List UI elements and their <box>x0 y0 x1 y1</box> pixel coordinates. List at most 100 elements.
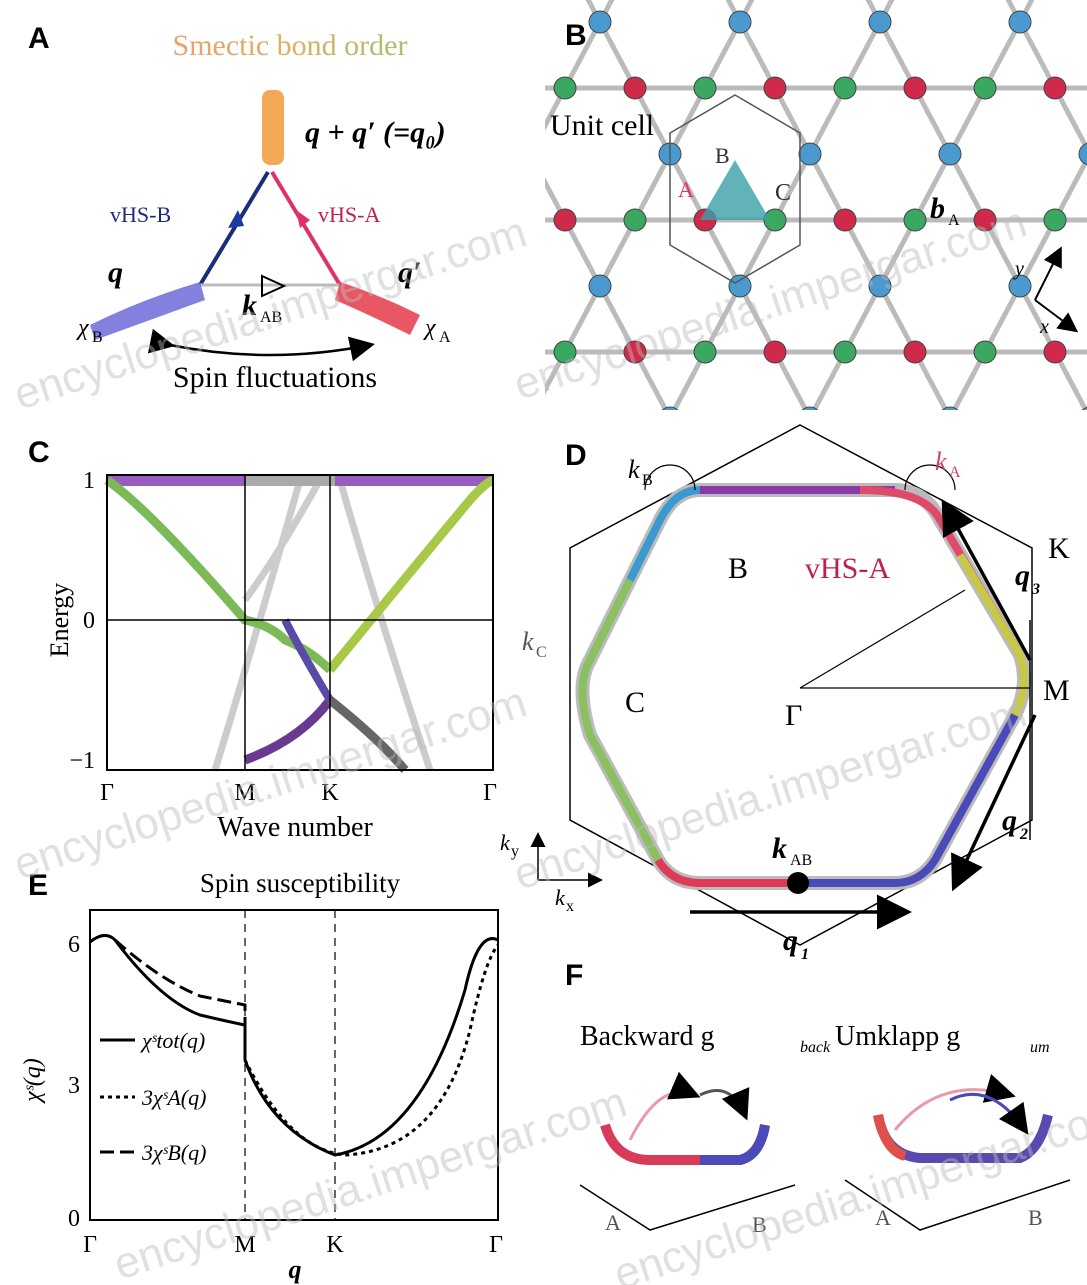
k-point-label: K <box>1048 532 1070 565</box>
y-tick-label: 1 <box>83 468 95 494</box>
chi-a-subscript: A <box>439 329 451 346</box>
y-tick-label: 0 <box>83 608 95 634</box>
panel-label: F <box>565 959 583 992</box>
kx-label: k <box>555 885 566 910</box>
x-tick-label: Γ <box>100 780 114 806</box>
k-a-subscript: A <box>949 464 961 481</box>
y-tick-label: −1 <box>69 748 95 774</box>
figure: A Smectic bond order q + q′ (=q₀) vHS-B … <box>0 0 1087 1285</box>
y-axis-label: Energy <box>45 583 74 658</box>
bond <box>530 418 565 484</box>
bond <box>1055 418 1087 484</box>
site-label: A <box>605 1210 621 1235</box>
bond <box>670 418 705 484</box>
lattice-site <box>799 143 821 165</box>
lattice-site <box>694 77 716 99</box>
vhs-a-label: vHS-A <box>805 552 890 585</box>
bond <box>460 22 495 88</box>
process-subscript: um <box>1030 1039 1050 1056</box>
bond <box>425 22 460 88</box>
q-sum-label: q + q′ (=q₀) <box>305 116 446 149</box>
k-c-label: k <box>522 627 534 656</box>
k-c-subscript: C <box>536 644 547 661</box>
site-label: A <box>678 177 694 202</box>
q2-subscript: 2 <box>1019 826 1028 843</box>
x-tick-label: Γ <box>489 1232 503 1258</box>
lattice-site <box>904 77 926 99</box>
x-tick-label: K <box>326 1232 344 1258</box>
panel-title: Smectic bond order <box>173 29 408 62</box>
lattice-site <box>869 11 891 33</box>
chi-b-label: χ <box>76 315 90 341</box>
lattice-site <box>764 77 786 99</box>
panel-label: A <box>28 22 50 55</box>
q3-subscript: 3 <box>1031 581 1040 598</box>
bond <box>495 418 530 484</box>
q3-label: q <box>1015 559 1030 592</box>
lattice-site <box>624 209 646 231</box>
lattice-site <box>554 209 576 231</box>
q1-subscript: 1 <box>801 946 809 963</box>
bond <box>425 0 460 22</box>
q2-label: q <box>1002 804 1017 837</box>
k-b-subscript: B <box>642 472 653 489</box>
process-label: Backward g <box>580 1021 715 1052</box>
panel-label: D <box>565 439 587 472</box>
site-label: B <box>1028 1205 1043 1230</box>
lattice-site <box>939 143 961 165</box>
x-tick-label: Γ <box>83 1232 97 1258</box>
site-label: C <box>775 180 791 206</box>
lattice-site <box>1044 341 1066 363</box>
process-label: Umklapp g <box>835 1021 960 1052</box>
y-tick-label: 6 <box>68 932 80 958</box>
process-subscript: back <box>800 1039 831 1056</box>
legend-label: 3χˢA(q) <box>141 1085 206 1110</box>
bond <box>460 286 495 352</box>
lattice-site <box>624 77 646 99</box>
bond <box>495 88 530 154</box>
legend-label: χˢtot(q) <box>140 1028 205 1053</box>
unit-cell-label: Unit cell <box>550 109 654 142</box>
y-tick-label: 0 <box>68 1206 80 1232</box>
lattice-site <box>449 11 471 33</box>
y-tick-label: 3 <box>68 1073 80 1099</box>
lattice-site <box>519 407 541 429</box>
k-a-label: k <box>935 447 947 476</box>
panel-title: Spin susceptibility <box>200 868 401 898</box>
lattice-site <box>554 77 576 99</box>
lattice-site <box>764 341 786 363</box>
panel-label: C <box>28 436 50 469</box>
lattice-site <box>1079 143 1087 165</box>
kx-subscript: x <box>566 898 574 915</box>
vhs-b-label: vHS-B <box>110 202 171 227</box>
lattice-site <box>1079 407 1087 429</box>
q1-label: q <box>783 924 798 957</box>
lattice-site <box>1009 11 1031 33</box>
lattice-site <box>834 209 856 231</box>
watermark: encyclopedia.impergar.com <box>8 677 533 889</box>
lattice-site <box>659 407 681 429</box>
lattice-site <box>1044 77 1066 99</box>
k-ab-label: k <box>772 832 787 865</box>
k-ab-subscript: AB <box>790 852 812 869</box>
lattice-site <box>1044 209 1066 231</box>
ky-label: k <box>500 830 511 855</box>
bond <box>460 0 495 22</box>
region-label: C <box>625 686 645 719</box>
lattice-site <box>974 341 996 363</box>
axis-label: y <box>1013 258 1024 280</box>
lattice-site <box>589 11 611 33</box>
lattice-site <box>519 143 541 165</box>
lattice-site <box>729 11 751 33</box>
spin-fluctuations-label: Spin fluctuations <box>173 361 377 394</box>
lattice-site <box>834 341 856 363</box>
lattice-site <box>939 407 961 429</box>
q-label: q <box>108 256 123 289</box>
lattice-site <box>589 275 611 297</box>
legend-label: 3χˢB(q) <box>141 1140 206 1165</box>
k-b-label: k <box>628 455 640 484</box>
x-axis-label: q <box>289 1255 302 1284</box>
lattice-site <box>834 77 856 99</box>
vhs-a-label: vHS-A <box>318 202 380 227</box>
lattice-site <box>904 341 926 363</box>
